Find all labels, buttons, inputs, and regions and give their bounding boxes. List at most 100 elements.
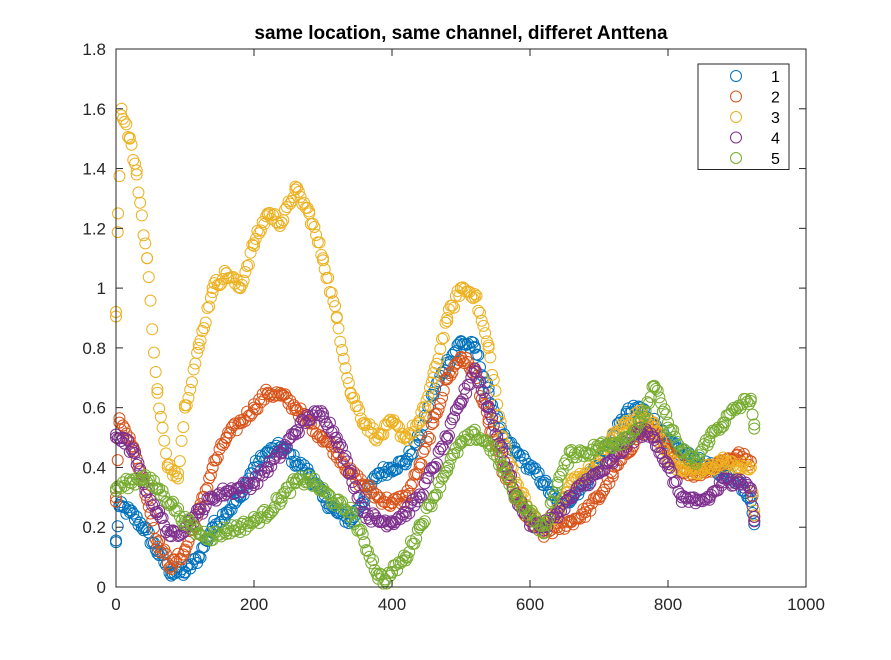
data-point (179, 401, 191, 414)
data-point (246, 238, 259, 251)
scatter-marks (110, 102, 761, 590)
data-point (668, 430, 681, 443)
data-point (386, 566, 398, 579)
data-point (261, 386, 274, 399)
data-point (130, 458, 143, 471)
data-point (254, 464, 267, 476)
data-point (156, 544, 169, 557)
data-point (639, 405, 652, 418)
data-point (292, 185, 305, 198)
data-point (344, 506, 357, 519)
y-tick-label: 0.6 (82, 399, 106, 418)
data-point (303, 207, 316, 220)
data-point (327, 295, 340, 308)
data-point (475, 314, 488, 327)
data-point (446, 413, 459, 426)
data-point (656, 405, 669, 418)
data-point (410, 532, 423, 545)
data-point (413, 416, 426, 429)
data-point (492, 410, 505, 423)
data-point (275, 216, 288, 229)
data-point (601, 457, 614, 470)
data-point (206, 530, 219, 543)
data-point (185, 376, 198, 389)
legend-label-1: 1 (771, 69, 780, 86)
data-point (363, 479, 376, 492)
data-point (413, 491, 426, 504)
data-point (254, 224, 267, 237)
data-point (593, 467, 605, 480)
data-point (468, 428, 481, 441)
data-point (165, 560, 178, 573)
legend-label-4: 4 (771, 131, 780, 148)
data-point (574, 444, 587, 457)
data-point (130, 472, 143, 485)
x-tick-label: 600 (516, 595, 544, 614)
data-point (391, 564, 404, 577)
data-point (289, 476, 302, 489)
data-point (425, 500, 438, 513)
legend-label-5: 5 (771, 151, 780, 168)
data-point (748, 510, 761, 523)
data-point (468, 288, 481, 301)
data-point (420, 501, 433, 514)
data-point (703, 435, 716, 448)
data-point (739, 460, 752, 473)
data-point (689, 455, 702, 468)
data-point (197, 322, 210, 335)
data-point (203, 472, 216, 485)
data-point (584, 504, 597, 517)
data-point (717, 476, 730, 489)
data-point (503, 478, 516, 491)
data-point (606, 470, 619, 483)
data-point (731, 401, 743, 414)
data-point (399, 458, 412, 471)
data-point (386, 416, 398, 429)
data-point (137, 229, 150, 242)
data-point (322, 271, 335, 284)
data-point (427, 416, 440, 429)
data-point (203, 300, 216, 313)
data-point (472, 376, 485, 389)
data-point (732, 446, 745, 459)
x-tick-label: 1000 (787, 595, 825, 614)
data-point (441, 371, 454, 384)
data-point (744, 461, 757, 474)
axis-ticks (115, 48, 807, 588)
data-point (234, 416, 247, 429)
data-point (748, 515, 761, 528)
data-point (137, 470, 150, 483)
data-point (220, 431, 233, 444)
data-point (553, 470, 566, 483)
data-point (432, 403, 445, 416)
data-point (337, 452, 350, 465)
data-point (192, 341, 205, 354)
data-point (479, 327, 492, 340)
data-point (361, 544, 374, 557)
data-point (248, 237, 260, 250)
data-point (579, 446, 592, 459)
data-point (261, 506, 274, 519)
data-point (408, 537, 421, 550)
data-point (158, 490, 171, 503)
data-point (213, 279, 226, 292)
data-point (308, 221, 321, 234)
data-point (399, 510, 412, 523)
data-point (151, 506, 164, 519)
data-point (486, 368, 499, 381)
data-point (461, 428, 474, 441)
data-point (489, 384, 502, 397)
y-tick-label: 0.4 (82, 458, 106, 477)
data-point (532, 466, 545, 479)
data-point (455, 282, 467, 295)
data-point (499, 464, 512, 477)
data-point (275, 494, 288, 507)
data-point (141, 523, 154, 536)
data-point (137, 521, 150, 534)
data-point (510, 446, 523, 459)
data-point (491, 430, 504, 443)
data-point (337, 352, 350, 365)
legend-marker-1 (730, 70, 742, 82)
data-point (330, 312, 343, 324)
data-point (310, 406, 323, 419)
